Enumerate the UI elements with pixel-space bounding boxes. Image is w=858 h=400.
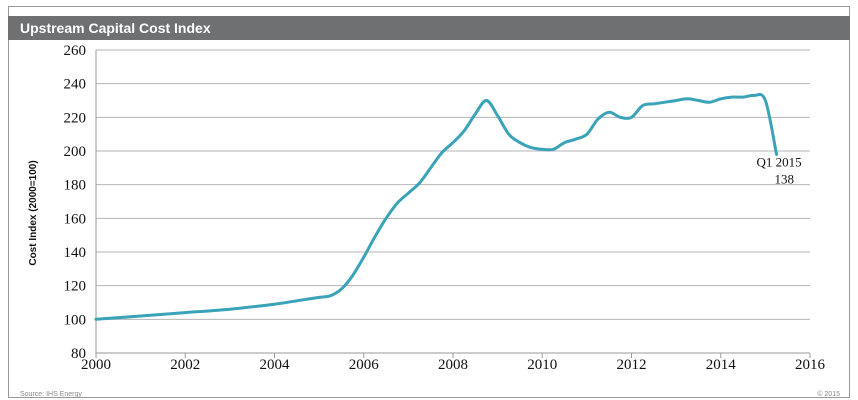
y-tick-160: 160 <box>64 211 87 227</box>
y-tick-140: 140 <box>64 245 87 261</box>
series <box>94 93 778 321</box>
x-tick-labels: 2000 2002 2004 2006 2008 2010 2012 2014 2016 <box>81 357 826 373</box>
title-bar: Upstream Capital Cost Index <box>8 16 850 40</box>
x-tick-2008: 2008 <box>438 357 468 373</box>
x-tick-2006: 2006 <box>349 357 380 373</box>
y-tick-260: 260 <box>64 43 87 59</box>
annotation-value-138: 138 <box>775 171 795 186</box>
y-tick-120: 120 <box>64 279 87 295</box>
x-tick-2016: 2016 <box>795 357 826 373</box>
annotations: Q1 2015 138 <box>757 154 802 186</box>
x-tick-2010: 2010 <box>527 357 557 373</box>
y-tick-220: 220 <box>64 110 87 126</box>
series-line-cost-index <box>94 93 778 321</box>
source-note: Source: IHS Energy <box>20 391 82 398</box>
chart-title: Upstream Capital Cost Index <box>20 20 211 36</box>
y-axis-label: Cost Index (2000=100) <box>28 160 39 265</box>
x-tick-2004: 2004 <box>260 357 291 373</box>
x-tick-2012: 2012 <box>617 357 647 373</box>
x-tick-2002: 2002 <box>170 357 200 373</box>
y-tick-180: 180 <box>64 178 87 194</box>
y-tick-80: 80 <box>71 346 86 362</box>
x-tick-2000: 2000 <box>81 357 111 373</box>
y-tick-labels: 80 100 120 140 160 180 200 220 240 260 <box>64 43 87 362</box>
copyright-note: © 2015 <box>817 391 840 398</box>
chart-frame <box>8 6 850 398</box>
grid <box>96 49 810 320</box>
y-tick-240: 240 <box>64 77 87 93</box>
y-tick-200: 200 <box>64 144 87 160</box>
x-tick-2014: 2014 <box>706 357 737 373</box>
annotation-q1-2015: Q1 2015 <box>757 154 802 169</box>
axes <box>95 50 811 358</box>
y-tick-100: 100 <box>64 312 87 328</box>
